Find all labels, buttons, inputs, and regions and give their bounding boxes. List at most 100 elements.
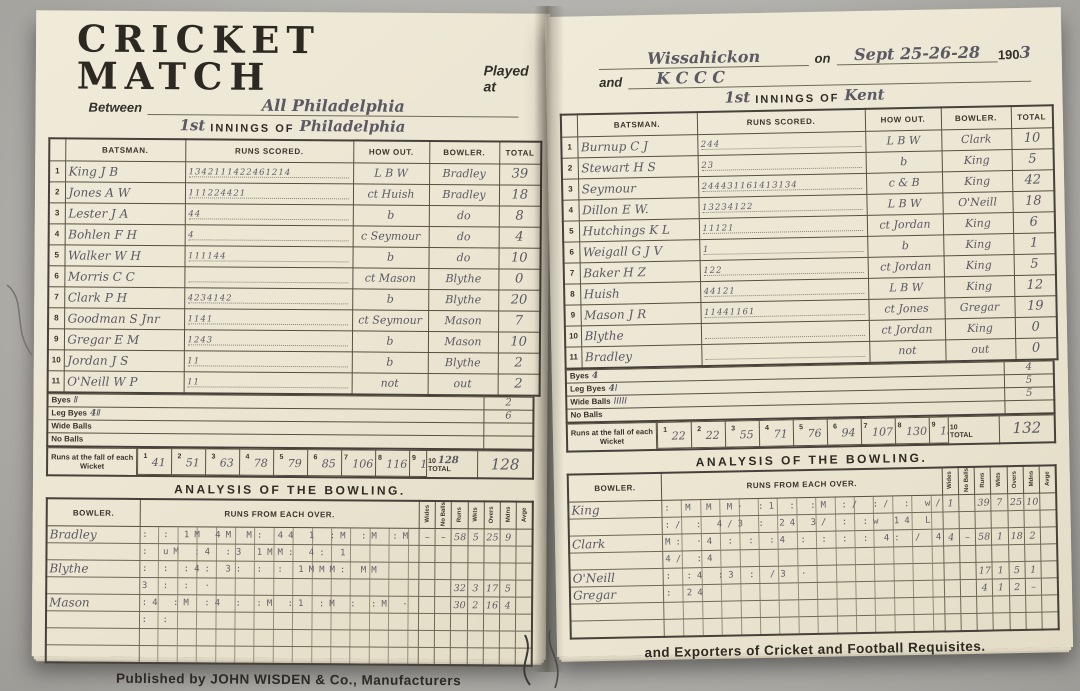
stat-runs: [975, 545, 993, 563]
batsman-name: Huish: [580, 281, 701, 305]
col-batsman: BATSMAN.: [576, 111, 698, 137]
stat-mdns: [499, 563, 517, 581]
row-number: 8: [48, 307, 65, 329]
year-written: 3: [1019, 42, 1031, 62]
stat-runs: [977, 613, 994, 631]
stat-avge: [516, 546, 533, 564]
runs-scored: 111224421: [184, 182, 354, 205]
date-value: Sept 25-26-28: [853, 42, 981, 65]
batsman-name: Burnup C J: [577, 134, 698, 158]
stat-wides: 4: [942, 528, 960, 547]
analysis-bowler-name: [568, 517, 663, 537]
between-value-line: All Philadelphia: [148, 96, 519, 118]
stat-no-balls: [434, 596, 452, 614]
how-out: b: [352, 288, 429, 311]
stat-wides: –: [419, 528, 436, 546]
col-total: TOTAL: [1010, 104, 1054, 129]
stat-avge: [1041, 577, 1059, 596]
runs-scored: 111144: [184, 245, 353, 268]
extras-table: Byes ǁ 2 Leg Byes 4ǁ 6 Wide Balls No Balls: [46, 393, 535, 451]
extras-value: 6: [483, 409, 534, 423]
right-page: Wissahickon on Sept 25-26-28 190 3 and K …: [544, 7, 1074, 660]
innings-number: 1st: [179, 116, 206, 135]
stat-mdns: [499, 546, 517, 564]
fall-cell-10: 10 128 TOTAL: [426, 450, 478, 479]
col-wides: Wides: [941, 467, 959, 496]
fall-label: Runs at the fall of each Wicket: [566, 422, 657, 452]
extras-table: Byes 4 4 Leg Byes 4ǀ 5 Wide Balls ǀǀǀǀǀ 5 N…: [564, 359, 1056, 424]
innings-team: Philadelphia: [299, 116, 406, 136]
over-marks: :4 :M :4 : :M :1 :M : :M ·: [139, 594, 419, 614]
stat-runs: 17: [976, 562, 993, 580]
stat-wkts: 7: [991, 493, 1008, 512]
extras-tally: 4ǁ: [89, 408, 101, 419]
fall-cell: 7 106: [341, 450, 376, 477]
how-out: ct Mason: [352, 267, 429, 290]
stat-wides: [418, 613, 435, 631]
stat-runs: 58: [451, 528, 468, 547]
stat-runs: 32: [451, 579, 468, 598]
stat-overs: 17.2: [483, 580, 500, 598]
batsman-total: 0: [498, 268, 541, 291]
stat-runs: [976, 596, 994, 614]
batsman-total: 5: [1011, 148, 1054, 171]
batsman-name: Stewart H S: [577, 155, 698, 179]
col-overs: Overs: [483, 501, 501, 530]
stat-wides: [418, 562, 436, 580]
runs-scored: 1141: [184, 308, 353, 331]
batsman-total: 10: [498, 247, 541, 270]
fall-label: Runs at the fall of each Wicket: [47, 447, 137, 477]
row-number: 1: [49, 160, 66, 182]
fall-cell-10: 10 TOTAL: [948, 415, 1000, 445]
runs-scored: [701, 340, 870, 366]
stat-wkts: [467, 563, 484, 581]
stat-wkts: 1: [991, 527, 1009, 546]
bowler-name: Blythe: [427, 352, 498, 374]
how-out: ct Jones: [868, 297, 945, 320]
over-marks: : :: [139, 611, 419, 631]
stat-wkts: 2: [467, 597, 484, 615]
innings-total: 132: [999, 414, 1056, 444]
batting-table: BATSMAN. RUNS SCORED. HOW OUT. BOWLER. T…: [46, 137, 543, 397]
col-overs: Overs: [1006, 466, 1024, 494]
batsman-name: Weigall G J V: [579, 239, 700, 263]
stat-overs: 2: [1008, 578, 1026, 596]
col-bowler: BOWLER.: [567, 472, 662, 503]
stat-mdns: [1023, 510, 1041, 528]
stat-wides: [418, 596, 435, 614]
left-title-row: CRICKET MATCH Played at: [77, 16, 538, 98]
date-line: Sept 25-26-28: [836, 42, 999, 66]
row-number: 5: [562, 220, 580, 242]
stat-wides: [418, 630, 435, 648]
col-avge: Avge: [516, 501, 533, 530]
opponent-value: K C C C: [656, 67, 726, 88]
row-number: 2: [48, 181, 66, 203]
batsman-total: 19: [1014, 295, 1057, 318]
how-out: c Seymour: [352, 225, 429, 248]
batting-table: BATSMAN. RUNS SCORED. HOW OUT. BOWLER. T…: [559, 103, 1059, 370]
bowler-name: do: [428, 226, 499, 248]
extras-value: [483, 422, 534, 436]
fall-cell: 5 79: [273, 449, 308, 476]
stat-mdns: 10: [1023, 493, 1041, 511]
extras-value: 5: [1004, 386, 1055, 401]
bowler-name: King: [941, 170, 1013, 193]
batsman-name: Blythe: [580, 323, 702, 347]
batsman-row: 11 O'Neill W P 11 not out 2: [47, 370, 540, 396]
stat-no-balls: [434, 630, 451, 648]
stat-runs: [975, 511, 992, 529]
analysis-bowler-name: O'Neill: [569, 568, 664, 588]
innings-number: 1st: [724, 87, 751, 107]
col-bowler: BOWLER.: [429, 140, 500, 164]
bowler-name: Gregar: [944, 296, 1015, 319]
batsman-total: 2: [497, 373, 540, 396]
left-page: CRICKET MATCH Played at Between All Phil…: [31, 10, 551, 688]
col-no-balls: No Balls: [958, 466, 975, 495]
fall-of-wickets-row: Runs at the fall of each Wicket 1 41 2 51…: [47, 447, 534, 479]
stat-runs: 58: [975, 528, 993, 546]
batsman-name: O'Neill W P: [63, 370, 184, 394]
extras-value: [1004, 399, 1055, 414]
bowler-name: Blythe: [428, 289, 499, 311]
batsman-name: Morris C C: [64, 265, 185, 288]
over-marks: : : 1M 4M M: 44 1 :M :M :M 1: [139, 526, 420, 546]
